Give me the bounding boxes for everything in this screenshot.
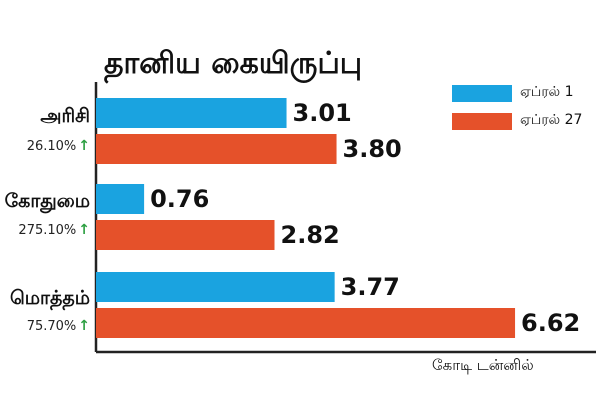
bar-total-april-27 — [96, 308, 516, 338]
legend-label-april-27: ஏப்ரல் 27 — [520, 112, 583, 128]
change-total: 75.70% ↑ — [27, 318, 90, 334]
legend-item-april-27: ஏப்ரல் 27 — [452, 112, 582, 130]
bar-wheat-april-27 — [96, 220, 275, 250]
bar-rice-april-1 — [96, 98, 287, 128]
value-label-wheat-april-1: 0.76 — [150, 185, 209, 213]
up-arrow-icon: ↑ — [78, 138, 90, 154]
change-wheat: 275.10% ↑ — [18, 222, 90, 238]
legend-swatch-april-1 — [452, 84, 512, 102]
bar-wheat-april-1 — [96, 184, 145, 214]
category-label-wheat: கோதுமை — [4, 190, 90, 212]
up-arrow-icon: ↑ — [78, 222, 90, 238]
change-value-wheat: 275.10% — [18, 222, 77, 238]
chart-title: தானிய கையிருப்பு — [104, 46, 363, 81]
value-label-total-april-1: 3.77 — [341, 273, 400, 301]
value-label-total-april-27: 6.62 — [521, 309, 580, 337]
up-arrow-icon: ↑ — [78, 318, 90, 334]
bar-total-april-1 — [96, 272, 335, 302]
legend-swatch-april-27 — [452, 112, 512, 130]
change-rice: 26.10% ↑ — [27, 138, 90, 154]
value-label-rice-april-1: 3.01 — [293, 99, 352, 127]
value-label-wheat-april-27: 2.82 — [281, 221, 340, 249]
unit-label: கோடி டன்னில் — [432, 356, 534, 374]
value-label-rice-april-27: 3.80 — [343, 135, 402, 163]
category-label-rice: அரிசி — [40, 105, 90, 127]
category-label-total: மொத்தம் — [9, 287, 90, 309]
change-value-rice: 26.10% — [26, 138, 77, 154]
bar-rice-april-27 — [96, 134, 337, 164]
legend-label-april-1: ஏப்ரல் 1 — [520, 84, 574, 100]
legend-item-april-1: ஏப்ரல் 1 — [452, 84, 574, 102]
change-value-total: 75.70% — [26, 318, 77, 334]
